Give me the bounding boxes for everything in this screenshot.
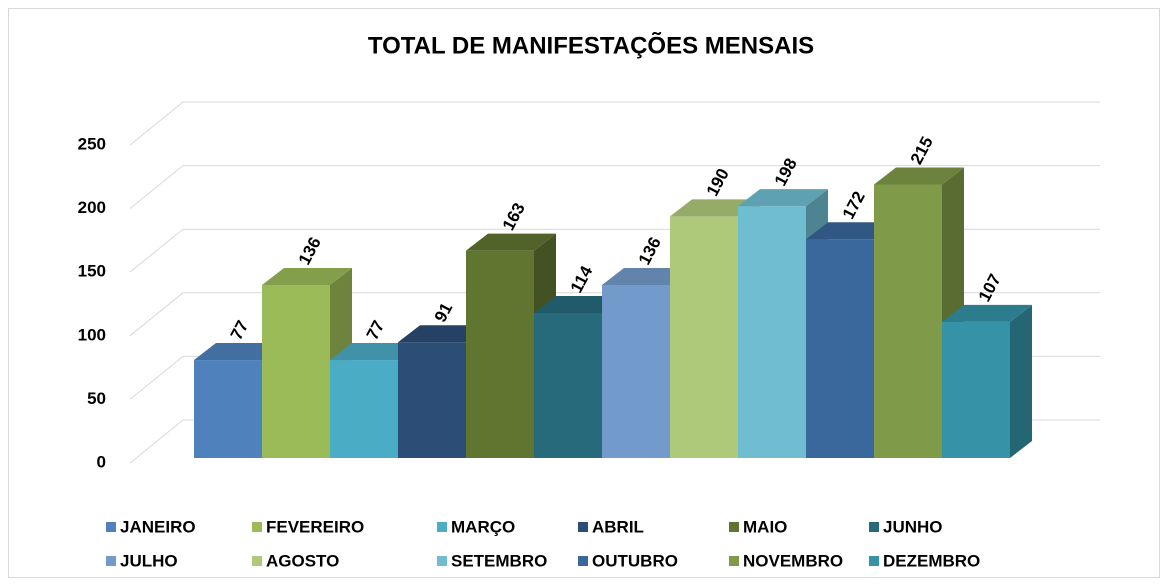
legend-label: ABRIL xyxy=(592,517,644,536)
bar-top xyxy=(806,222,896,240)
legend-label: OUTUBRO xyxy=(592,551,678,570)
y-tick-label: 0 xyxy=(97,452,106,471)
legend-marker xyxy=(578,556,588,566)
legend-label: AGOSTO xyxy=(266,551,339,570)
bar xyxy=(942,321,1010,458)
legend-marker xyxy=(252,556,262,566)
chart-title: TOTAL DE MANIFESTAÇÕES MENSAIS xyxy=(368,31,814,59)
bar-top xyxy=(738,189,828,207)
grid-line xyxy=(129,165,1100,209)
bar xyxy=(670,216,738,458)
legend-label: JULHO xyxy=(120,551,178,570)
bar xyxy=(262,285,330,458)
bar xyxy=(534,312,602,458)
legend-label: NOVEMBRO xyxy=(743,551,843,570)
legend-marker xyxy=(869,556,879,566)
y-tick-label: 200 xyxy=(78,198,106,217)
bar-top xyxy=(874,167,964,185)
y-tick-label: 100 xyxy=(78,325,106,344)
legend-marker xyxy=(729,522,739,532)
bar-top xyxy=(534,295,624,313)
legend-label: MARÇO xyxy=(451,517,515,536)
legend-marker xyxy=(729,556,739,566)
legend-label: MAIO xyxy=(743,517,787,536)
bar-side xyxy=(1010,304,1032,458)
bar-top xyxy=(330,343,420,361)
legend-marker xyxy=(437,556,447,566)
legend-marker xyxy=(578,522,588,532)
bar xyxy=(194,360,262,458)
bar-top xyxy=(262,268,352,286)
legend-label: DEZEMBRO xyxy=(883,551,980,570)
bar xyxy=(738,206,806,458)
grid-line xyxy=(129,101,1100,146)
legend-label: SETEMBRO xyxy=(451,551,547,570)
y-tick-label: 150 xyxy=(78,262,106,281)
bar xyxy=(330,360,398,458)
bar-top xyxy=(194,343,284,361)
y-tick-label: 50 xyxy=(87,389,106,408)
bar xyxy=(466,250,534,458)
legend-label: FEVEREIRO xyxy=(266,517,364,536)
legend-marker xyxy=(437,522,447,532)
bar xyxy=(874,184,942,458)
y-tick-label: 250 xyxy=(78,134,106,153)
legend-label: JANEIRO xyxy=(120,517,196,536)
legend-marker xyxy=(869,522,879,532)
legend-marker xyxy=(106,556,116,566)
legend-marker xyxy=(252,522,262,532)
legend-marker xyxy=(106,522,116,532)
bar xyxy=(806,239,874,458)
bar-top xyxy=(398,325,488,343)
bar-top xyxy=(602,268,692,286)
bar xyxy=(398,342,466,458)
bar-top xyxy=(466,233,556,251)
legend-label: JUNHO xyxy=(883,517,943,536)
bar xyxy=(602,285,670,458)
bar-top xyxy=(670,199,760,217)
bar-top xyxy=(942,304,1032,322)
